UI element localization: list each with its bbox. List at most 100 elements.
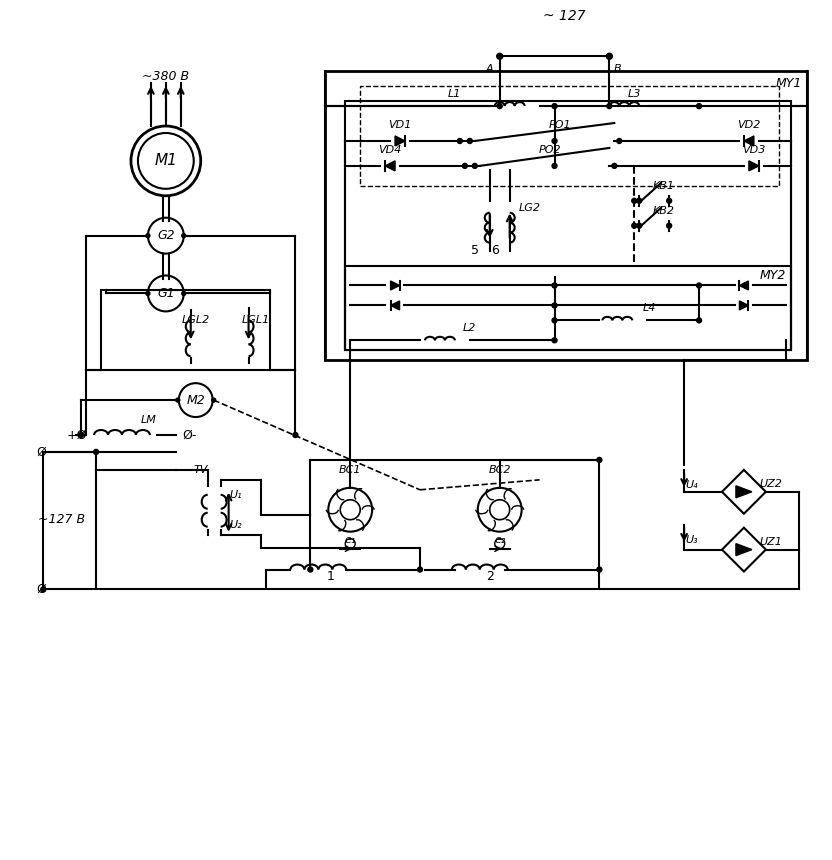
Circle shape xyxy=(607,53,612,59)
Text: VD4: VD4 xyxy=(379,145,402,155)
Circle shape xyxy=(211,398,215,402)
Text: 2: 2 xyxy=(486,570,493,583)
Circle shape xyxy=(176,398,180,402)
Circle shape xyxy=(607,103,612,108)
Text: KB1: KB1 xyxy=(653,181,676,191)
Text: BC2: BC2 xyxy=(488,465,511,475)
Circle shape xyxy=(552,318,557,322)
Circle shape xyxy=(696,283,701,288)
Circle shape xyxy=(497,53,503,59)
Text: TV: TV xyxy=(194,465,208,475)
Text: U₁: U₁ xyxy=(230,490,242,500)
Text: VD1: VD1 xyxy=(389,120,412,130)
Circle shape xyxy=(131,126,201,196)
Text: KB2: KB2 xyxy=(653,206,676,216)
Circle shape xyxy=(696,318,701,322)
Text: BC1: BC1 xyxy=(339,465,361,475)
Circle shape xyxy=(138,133,194,189)
Text: MY1: MY1 xyxy=(775,77,802,89)
Circle shape xyxy=(495,538,505,549)
Circle shape xyxy=(293,433,298,438)
Text: LGL2: LGL2 xyxy=(181,316,210,325)
Text: M2: M2 xyxy=(186,394,206,407)
Circle shape xyxy=(340,500,360,519)
Circle shape xyxy=(345,538,355,549)
Polygon shape xyxy=(385,161,395,171)
Circle shape xyxy=(617,138,622,144)
Circle shape xyxy=(148,275,184,311)
Circle shape xyxy=(41,587,46,592)
Text: UZ2: UZ2 xyxy=(760,479,782,488)
Bar xyxy=(101,291,270,370)
Polygon shape xyxy=(395,136,405,146)
Text: LGL1: LGL1 xyxy=(241,316,270,325)
Text: G1: G1 xyxy=(157,287,175,300)
Circle shape xyxy=(146,292,150,296)
Circle shape xyxy=(181,292,186,296)
Circle shape xyxy=(612,163,617,169)
Polygon shape xyxy=(722,528,765,572)
Circle shape xyxy=(552,163,557,169)
Text: B: B xyxy=(613,64,622,74)
Text: LG2: LG2 xyxy=(518,203,541,212)
Circle shape xyxy=(308,567,313,572)
Polygon shape xyxy=(736,544,752,556)
Text: e₁: e₁ xyxy=(344,535,356,544)
Polygon shape xyxy=(740,301,749,310)
Polygon shape xyxy=(749,161,759,171)
Text: A: A xyxy=(486,64,493,74)
Text: +Ø: +Ø xyxy=(67,428,87,441)
Text: LM: LM xyxy=(141,415,157,425)
Circle shape xyxy=(79,433,83,438)
Text: 5: 5 xyxy=(471,244,478,257)
Circle shape xyxy=(552,103,557,108)
Text: G2: G2 xyxy=(157,229,175,243)
Bar xyxy=(345,101,790,350)
Circle shape xyxy=(597,458,602,463)
Text: PO1: PO1 xyxy=(548,120,571,130)
Text: Ø: Ø xyxy=(37,445,46,458)
Text: L2: L2 xyxy=(463,323,477,334)
Text: ~ 127: ~ 127 xyxy=(543,9,586,23)
Bar xyxy=(325,71,807,360)
Circle shape xyxy=(148,218,184,254)
Circle shape xyxy=(478,488,522,531)
Circle shape xyxy=(666,199,671,203)
Circle shape xyxy=(498,103,503,108)
Circle shape xyxy=(631,199,636,203)
Circle shape xyxy=(636,224,641,228)
Text: ~127 B: ~127 B xyxy=(37,513,85,526)
Circle shape xyxy=(146,234,150,237)
Text: U₃: U₃ xyxy=(686,535,698,544)
Circle shape xyxy=(181,234,186,237)
Polygon shape xyxy=(744,136,754,146)
Circle shape xyxy=(636,199,641,203)
Text: L3: L3 xyxy=(627,89,641,99)
Circle shape xyxy=(552,303,557,308)
Text: M1: M1 xyxy=(155,153,177,169)
Circle shape xyxy=(490,500,510,519)
Text: 6: 6 xyxy=(491,244,498,257)
Text: PO2: PO2 xyxy=(538,145,561,155)
Circle shape xyxy=(552,283,557,288)
Circle shape xyxy=(329,488,372,531)
Circle shape xyxy=(418,567,423,572)
Polygon shape xyxy=(740,281,749,290)
Text: Ø: Ø xyxy=(37,583,46,596)
Circle shape xyxy=(696,103,701,108)
Text: U₄: U₄ xyxy=(686,480,698,490)
Polygon shape xyxy=(736,486,752,498)
Text: e₂: e₂ xyxy=(494,535,505,544)
Text: ~380 B: ~380 B xyxy=(142,70,190,83)
Circle shape xyxy=(458,138,463,144)
Text: VD3: VD3 xyxy=(742,145,765,155)
Text: VD2: VD2 xyxy=(737,120,760,130)
Bar xyxy=(360,86,779,186)
Text: L1: L1 xyxy=(448,89,462,99)
Polygon shape xyxy=(390,281,399,290)
Bar xyxy=(345,266,790,350)
Circle shape xyxy=(473,163,478,169)
Circle shape xyxy=(631,224,636,228)
Circle shape xyxy=(468,138,473,144)
Circle shape xyxy=(463,163,468,169)
